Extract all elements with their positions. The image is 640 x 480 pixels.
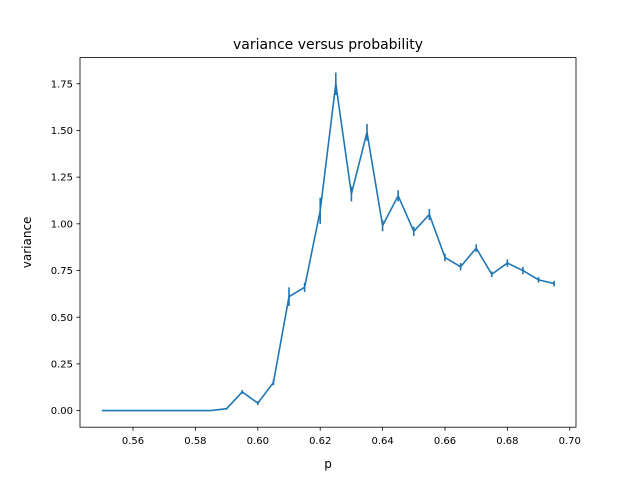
- x-tick-label: 0.70: [559, 436, 581, 447]
- y-tick-label: 0.00: [51, 406, 73, 417]
- x-tick-label: 0.68: [496, 436, 518, 447]
- y-tick-label: 0.25: [51, 359, 73, 370]
- x-axis-ticks: 0.56 0.58 0.60 0.62 0.64 0.66 0.68 0.70: [122, 427, 581, 447]
- y-tick-label: 1.25: [51, 173, 73, 184]
- x-tick-label: 0.60: [247, 436, 269, 447]
- x-tick-label: 0.62: [309, 436, 331, 447]
- series-line: [101, 82, 555, 412]
- y-tick-label: 1.50: [51, 126, 73, 137]
- y-tick-label: 0.50: [51, 313, 73, 324]
- x-tick-label: 0.58: [184, 436, 206, 447]
- y-axis-ticks: 0.00 0.25 0.50 0.75 1.00 1.25 1.50 1.75: [51, 79, 80, 417]
- x-tick-label: 0.66: [434, 436, 456, 447]
- y-tick-label: 0.75: [51, 266, 73, 277]
- y-tick-label: 1.00: [51, 219, 73, 230]
- x-tick-label: 0.56: [122, 436, 144, 447]
- plot-frame: [79, 57, 577, 428]
- y-tick-label: 1.75: [51, 79, 73, 90]
- y-axis-label: variance: [20, 217, 34, 269]
- x-axis-label: p: [324, 457, 332, 471]
- x-tick-label: 0.64: [371, 436, 393, 447]
- chart-title: variance versus probability: [233, 37, 423, 53]
- plot-content: [101, 72, 555, 412]
